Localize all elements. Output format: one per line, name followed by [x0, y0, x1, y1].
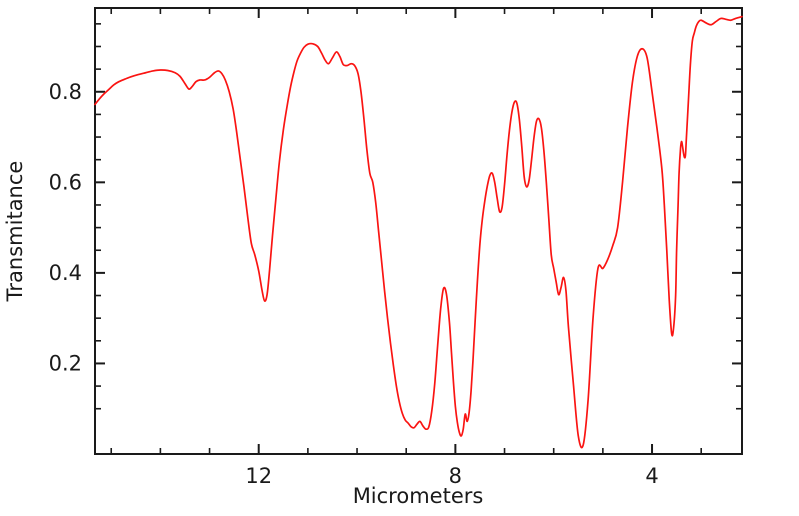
- y-axis-tick-labels: 0.2 0.4 0.6 0.8: [49, 80, 82, 376]
- y-tick-label: 0.6: [49, 170, 82, 194]
- y-axis-title: Transmitance: [3, 161, 27, 303]
- plot-background: [95, 8, 742, 454]
- y-tick-label: 0.8: [49, 80, 82, 104]
- axis-box: [94, 7, 743, 455]
- x-tick-label: 4: [645, 464, 658, 488]
- x-axis-title: Micrometers: [353, 484, 484, 508]
- spectrum-line: [94, 15, 743, 449]
- y-axis-ticks: [95, 23, 742, 410]
- y-tick-label: 0.2: [49, 351, 82, 375]
- x-axis-tick-labels: 12 8 4: [245, 464, 658, 488]
- data-series-group: [94, 15, 743, 449]
- x-tick-label: 12: [245, 464, 272, 488]
- x-axis-ticks: [110, 8, 702, 454]
- plot-frame: [94, 7, 743, 455]
- x-tick-label: 8: [449, 464, 462, 488]
- y-tick-label: 0.4: [49, 261, 82, 285]
